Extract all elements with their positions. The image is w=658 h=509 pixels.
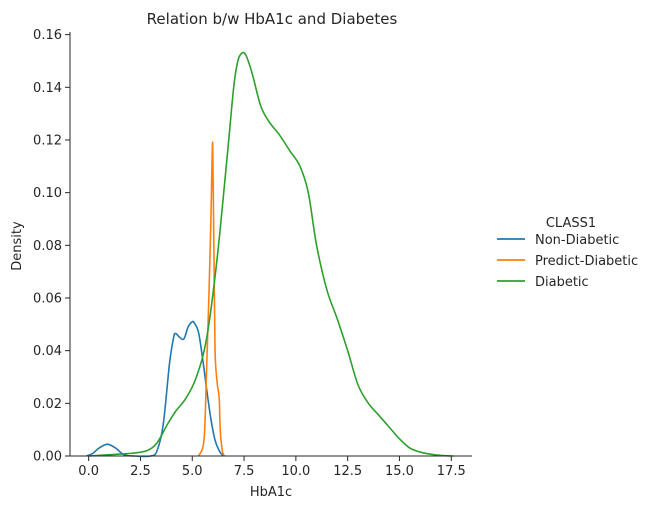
y-tick-label: 0.02 <box>33 397 62 412</box>
series-line-predict-diabetic <box>197 141 226 457</box>
y-tick-label: 0.12 <box>33 133 62 148</box>
x-tick-label: 2.5 <box>130 464 151 479</box>
y-tick-label: 0.10 <box>33 186 62 201</box>
x-tick-label: 17.5 <box>437 464 466 479</box>
legend-label: Predict-Diabetic <box>535 254 638 269</box>
x-tick-label: 15.0 <box>385 464 414 479</box>
legend: CLASS1 Non-Diabetic Predict-Diabetic Diabe… <box>497 216 638 290</box>
y-tick-label: 0.08 <box>33 239 62 254</box>
x-tick-label: 10.0 <box>281 464 310 479</box>
legend-label: Diabetic <box>535 275 589 290</box>
y-tick-label: 0.16 <box>33 28 62 43</box>
x-axis-title: HbA1c <box>250 485 292 500</box>
series-line-diabetic <box>88 51 454 457</box>
y-tick-label: 0.04 <box>33 344 62 359</box>
x-tick-label: 12.5 <box>333 464 362 479</box>
legend-label: Non-Diabetic <box>535 233 619 248</box>
y-axis-ticks: 0.00 0.02 0.04 0.06 0.08 0.10 0.12 0.14 0.16 <box>33 28 70 465</box>
plot-area: 0.00 0.02 0.04 0.06 0.08 0.10 0.12 0.14 0.16 0.0… <box>33 28 472 479</box>
x-tick-label: 5.0 <box>182 464 203 479</box>
y-tick-label: 0.00 <box>33 450 62 465</box>
chart-title: Relation b/w HbA1c and Diabetes <box>147 10 398 28</box>
x-tick-label: 0.0 <box>78 464 99 479</box>
y-tick-label: 0.06 <box>33 291 62 306</box>
y-axis-title: Density <box>10 221 25 271</box>
series-lines <box>86 51 454 458</box>
series-line-non-diabetic <box>86 320 224 458</box>
y-tick-label: 0.14 <box>33 81 62 96</box>
x-tick-label: 7.5 <box>234 464 255 479</box>
legend-items: Non-Diabetic Predict-Diabetic Diabetic <box>497 233 638 290</box>
x-axis-ticks: 0.0 2.5 5.0 7.5 10.0 12.5 15.0 17.5 <box>78 456 466 479</box>
legend-title: CLASS1 <box>546 216 596 231</box>
